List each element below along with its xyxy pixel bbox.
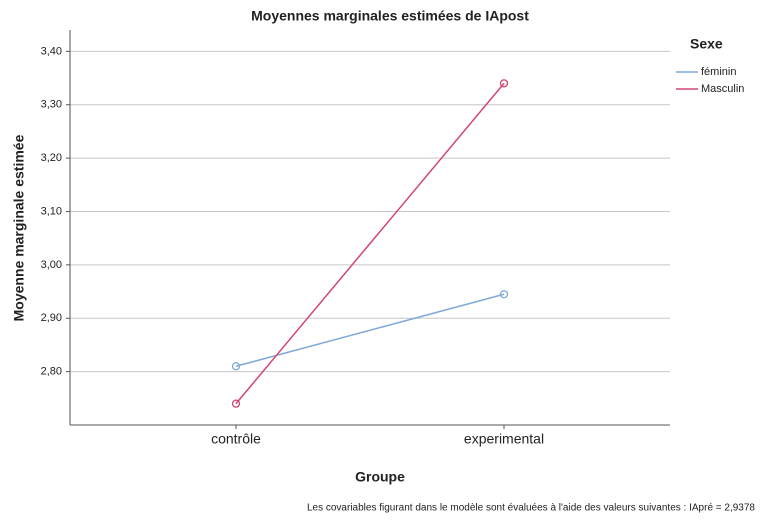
x-tick-label: contrôle <box>211 431 261 447</box>
y-tick-label: 3,00 <box>41 259 62 271</box>
point-marker <box>499 79 509 88</box>
series-line <box>235 293 505 368</box>
x-axis-label: Groupe <box>355 469 405 485</box>
legend-label: Masculin <box>701 83 744 95</box>
x-tick-label: experimental <box>464 431 544 447</box>
footnote: Les covariables figurant dans le modèle … <box>307 503 755 514</box>
point-marker <box>499 290 509 299</box>
y-tick-label: 3,20 <box>41 152 62 164</box>
series-line <box>235 82 505 405</box>
point-marker <box>231 399 241 408</box>
y-tick-label: 2,90 <box>41 312 62 324</box>
legend-title: Sexe <box>690 36 723 52</box>
y-tick-label: 2,80 <box>41 366 62 378</box>
y-tick-label: 3,30 <box>41 99 62 111</box>
legend-label: féminin <box>701 66 736 78</box>
y-tick-label: 3,40 <box>41 45 62 57</box>
y-tick-label: 3,10 <box>41 205 62 217</box>
y-axis-label: Moyenne marginale estimée <box>11 134 27 321</box>
chart-title: Moyennes marginales estimées de IApost <box>251 8 529 24</box>
point-marker <box>231 362 241 371</box>
